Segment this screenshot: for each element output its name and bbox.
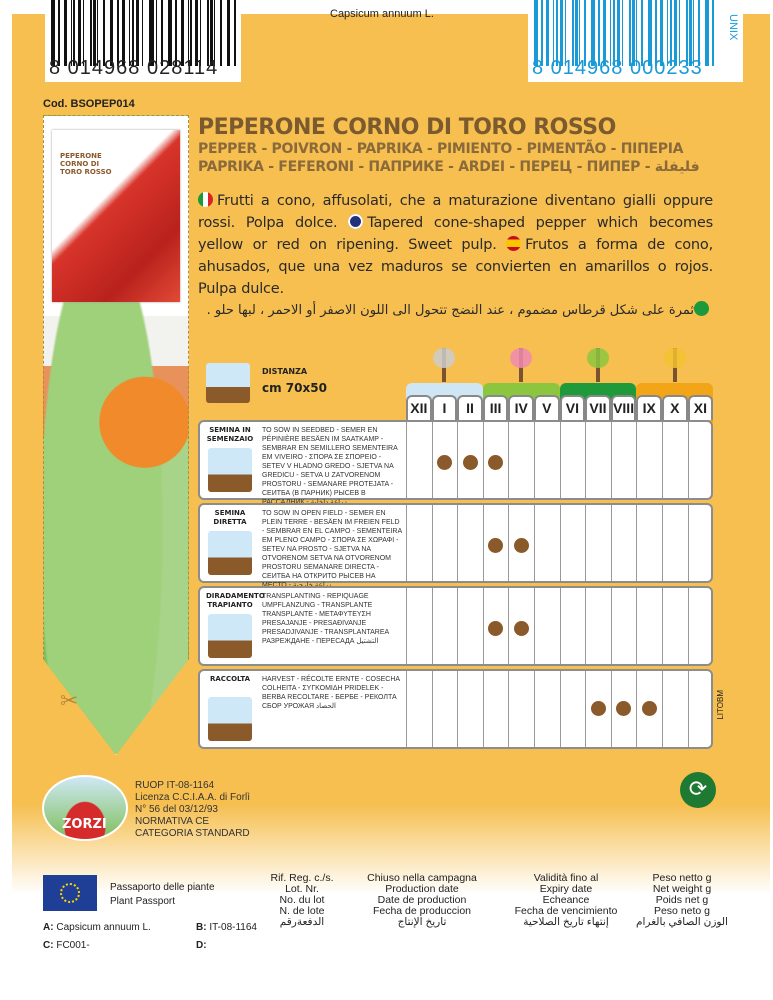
month-header: VI — [559, 395, 586, 420]
passport-c: C: FC001- — [43, 940, 90, 951]
company-line: NORMATIVA CE — [135, 816, 210, 827]
description-es: Frutos a forma de cono, ahusados, que un… — [198, 237, 713, 297]
packet-front-thumbnail: PEPERONE CORNO DI TORO ROSSO — [52, 130, 180, 302]
product-description: Frutti a cono, affusolati, che a maturaz… — [198, 190, 713, 322]
distance-value: cm 70x50 — [262, 381, 327, 395]
month-header: II — [457, 395, 483, 420]
calendar-row: DIRADAMENTO TRAPIANTO TRANSPLANTING - REP… — [198, 586, 713, 666]
company-info: RUOP IT-08-1164 Licenza C.C.I.A.A. di For… — [135, 780, 250, 840]
month-header: V — [534, 395, 560, 420]
calendar-dot-II — [462, 455, 478, 470]
calendar-row: RACCOLTA HARVEST - RÉCOLTE ERNTE - COSECH… — [198, 669, 713, 749]
season-tree-icon — [433, 348, 456, 382]
row-translations: TO SOW IN SEEDBED - SEMER EN PÉPINIÈRE B… — [262, 427, 398, 506]
calendar-dot-VII — [590, 701, 606, 716]
season-tree-icon — [510, 348, 533, 382]
calendar-dot-III — [488, 538, 504, 553]
calendar-dot-IX — [641, 701, 657, 716]
product-subtitle-2: PAPRIKA - FEFERONI - ПАПРИКЕ - ARDEI - П… — [198, 159, 700, 175]
barcode-bars — [534, 0, 714, 66]
description-ar: ثمرة على شكل قرطاس مضموم ، عند النضج تتح… — [206, 303, 695, 318]
row-translations: TRANSPLANTING - REPIQUAGE UMPFLANZUNG - … — [262, 593, 389, 645]
calendar-dot-VIII — [616, 701, 632, 716]
month-header: VIII — [610, 395, 637, 420]
info-column: Chiuso nella campagna Production date Date… — [367, 872, 477, 928]
calendar-dot-III — [488, 621, 504, 636]
species-name: Capsicum annuum L. — [330, 8, 434, 20]
thumbnail-title: PEPERONE CORNO DI TORO ROSSO — [60, 152, 112, 176]
barcode-right: 8 014968 000233 UNIX — [528, 0, 743, 82]
product-title: PEPERONE CORNO DI TORO ROSSO — [198, 115, 616, 140]
company-line: Licenza C.C.I.A.A. di Forlì — [135, 792, 251, 803]
barcode-number: 8 014968 000233 — [532, 57, 703, 79]
row-label: DIRADAMENTO TRAPIANTO — [206, 592, 265, 609]
uk-flag-icon — [348, 214, 364, 229]
row-label: SEMINA DIRETTA — [213, 509, 247, 526]
company-line: CATEGORIA STANDARD — [135, 828, 250, 839]
activity-icon — [208, 697, 252, 741]
info-column: Peso netto g Net weight g Poids net g Peso … — [636, 872, 728, 928]
month-header: VII — [585, 395, 611, 420]
passport-line-2: Plant Passport — [110, 896, 176, 907]
description-ar-line: ثمرة على شكل قرطاس مضموم ، عند النضج تتح… — [198, 300, 713, 322]
calendar-dot-I — [436, 455, 452, 470]
month-header: IX — [636, 395, 662, 420]
month-header: IV — [508, 395, 534, 420]
printer-mark: LITOBM — [716, 690, 725, 720]
distance-label: DISTANZA — [262, 367, 308, 376]
saudi-flag-icon — [694, 301, 709, 316]
spain-flag-icon — [506, 236, 522, 251]
barcode-bars — [51, 0, 236, 66]
passport-d: D: — [196, 940, 207, 951]
passport-line-1: Passaporto delle piante — [110, 882, 215, 893]
month-header: I — [431, 395, 458, 420]
activity-icon — [208, 531, 252, 575]
activity-icon — [208, 614, 252, 658]
green-dot-recycle-icon: ⟳ — [680, 772, 716, 808]
month-header: XII — [406, 395, 432, 420]
calendar-dot-IV — [513, 621, 529, 636]
info-column: Validità fino al Expiry date Echeance Fecha… — [514, 872, 618, 928]
description-en: Tapered cone-shaped pepper which becomes… — [198, 215, 713, 253]
passport-a: A: Capsicum annuum L. — [43, 922, 151, 933]
month-header: III — [482, 395, 509, 420]
calendar-row: SEMINA DIRETTA TO SOW IN OPEN FIELD - SEM… — [198, 503, 713, 589]
row-label: SEMINA IN SEMENZAIO — [206, 426, 254, 443]
scissors-icon: ✂ — [60, 688, 79, 713]
row-translations: TO SOW IN OPEN FIELD - SEMER EN PLEIN TE… — [262, 510, 402, 589]
barcode-left: 8 014968 028114 — [45, 0, 241, 82]
row-translations: HARVEST - RÉCOLTE ERNTE - COSECHA COLHEI… — [262, 676, 400, 710]
month-header: X — [662, 395, 688, 420]
brand-unix: UNIX — [727, 14, 739, 41]
calendar-dot-III — [488, 455, 504, 470]
company-line: N° 56 del 03/12/93 — [135, 804, 218, 815]
product-subtitle-1: PEPPER - POIVRON - PAPRIKA - PIMIENTO - … — [198, 141, 684, 157]
season-tree-icon — [587, 348, 609, 382]
italy-flag-icon — [198, 192, 213, 207]
passport-b: B: IT-08-1164 — [196, 922, 257, 933]
barcode-number: 8 014968 028114 — [49, 57, 219, 79]
description-it: Frutti a cono, affusolati, che a maturaz… — [198, 193, 713, 231]
month-header: XI — [687, 395, 714, 420]
zorzi-logo: ZORZI — [42, 775, 128, 841]
season-tree-icon — [663, 348, 686, 382]
row-label: RACCOLTA — [210, 675, 250, 683]
calendar-row: SEMINA IN SEMENZAIO TO SOW IN SEEDBED - S… — [198, 420, 713, 506]
company-line: RUOP IT-08-1164 — [135, 780, 215, 791]
calendar-dot-IV — [513, 538, 529, 553]
eu-flag-icon — [43, 875, 97, 911]
info-column: Rif. Reg. c./s. Lot. Nr. No. du lot N. de l… — [270, 872, 334, 928]
product-code: Cod. BSOPEP014 — [43, 98, 135, 110]
activity-icon — [208, 448, 252, 492]
distance-icon — [206, 363, 250, 403]
